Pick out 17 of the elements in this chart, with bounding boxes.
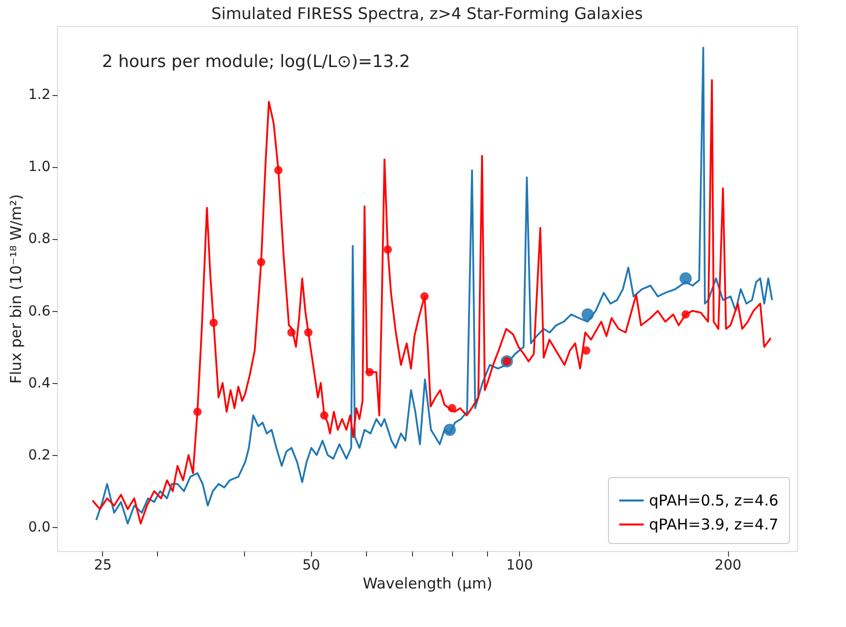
y-tick-label: 0.6 <box>28 303 51 320</box>
chart-title: Simulated FIRESS Spectra, z>4 Star-Forming Galaxies <box>211 4 643 23</box>
legend-label: qPAH=0.5, z=4.6 <box>649 492 778 510</box>
x-tick-label: 50 <box>302 558 320 574</box>
y-tick-label: 0.0 <box>28 520 50 536</box>
x-tick-label: 200 <box>714 558 742 574</box>
y-tick-label: 0.4 <box>28 375 51 392</box>
x-axis-title: Wavelength (μm) <box>362 574 492 592</box>
y-tick-label: 0.8 <box>28 231 50 248</box>
y-tick-label: 0.2 <box>28 448 50 464</box>
y-axis-title: Flux per bin (10⁻¹⁸ W/m²) <box>7 194 26 384</box>
x-tick-label: 100 <box>506 558 533 574</box>
legend-label: qPAH=3.9, z=4.7 <box>649 516 778 534</box>
y-tick-label: 1.2 <box>28 87 50 104</box>
annotation: 2 hours per module; log(L/L⊙)=13.2 <box>102 52 410 72</box>
y-tick-label: 1.0 <box>28 159 50 176</box>
x-tick-label: 25 <box>94 558 112 574</box>
